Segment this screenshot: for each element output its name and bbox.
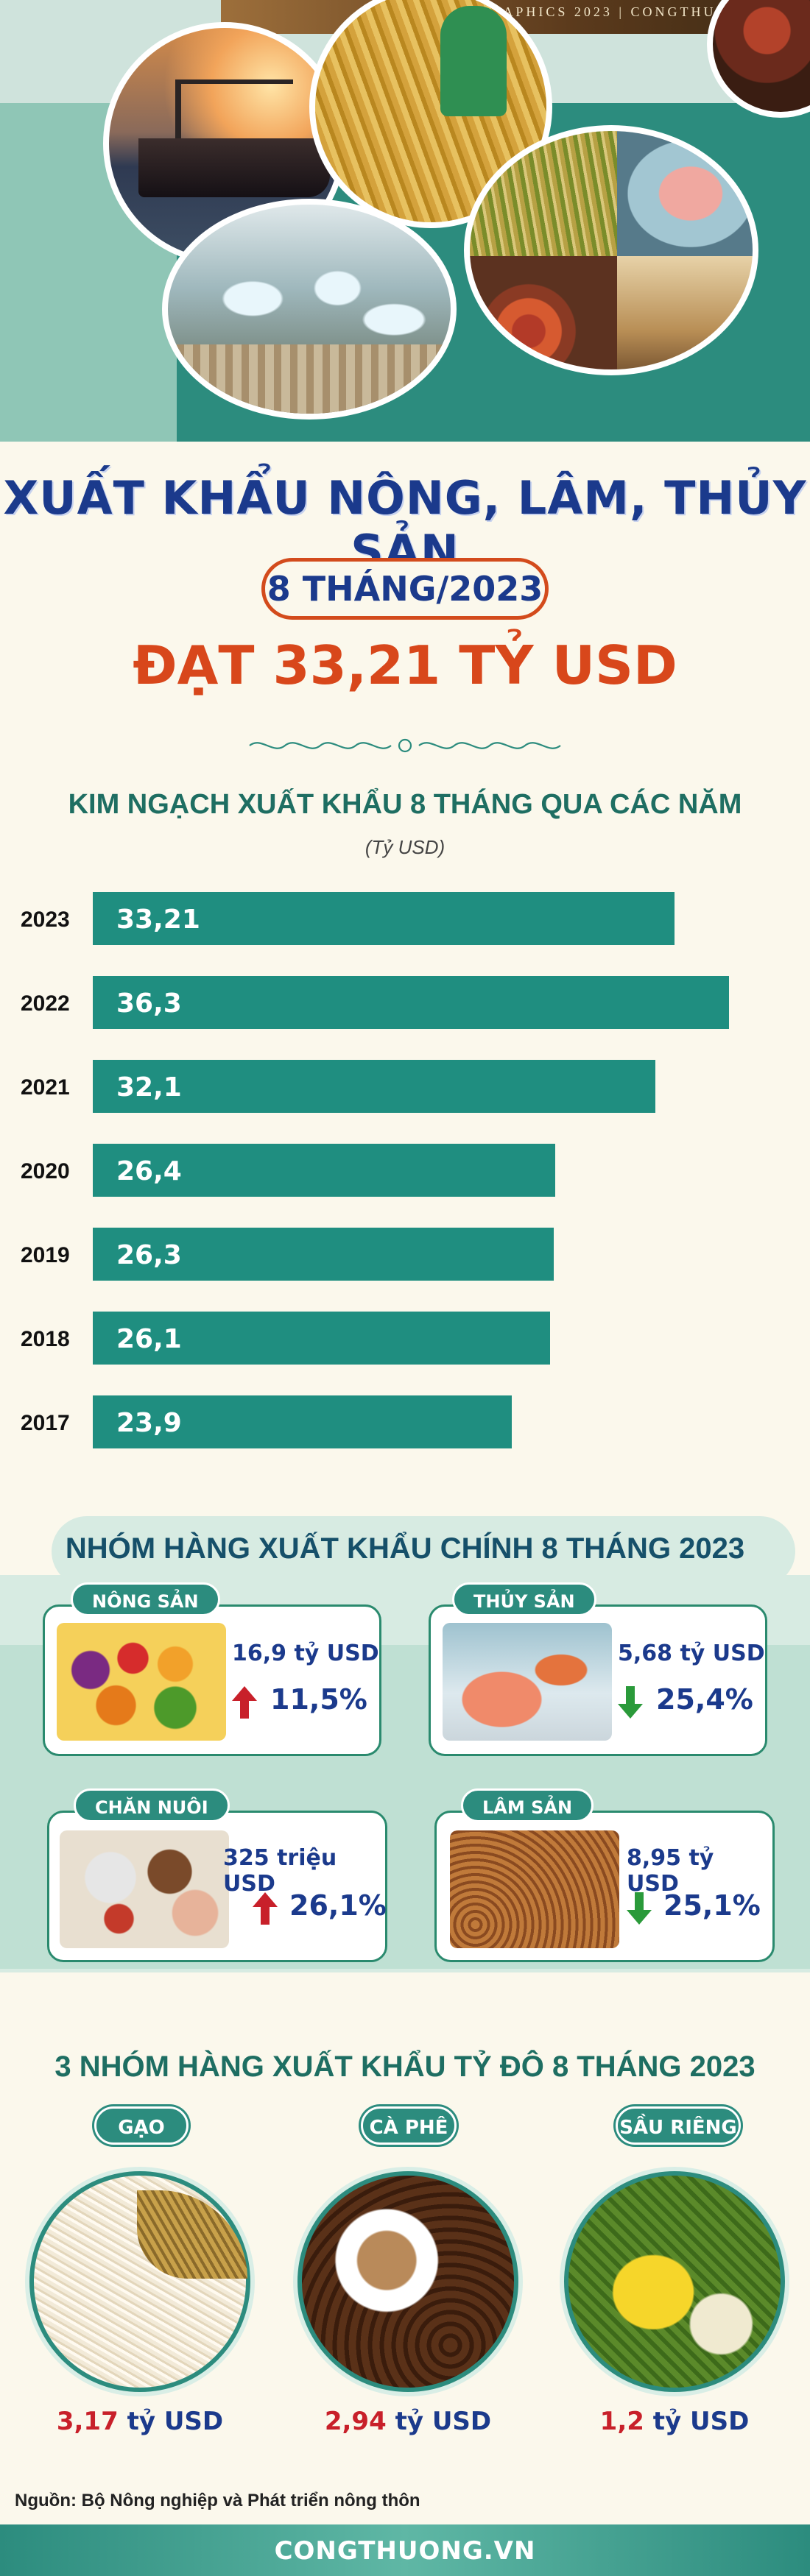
billion-number: 1,2 xyxy=(599,2407,644,2436)
year-label: 2018 xyxy=(21,1327,70,1351)
bar-2023 xyxy=(93,892,675,945)
hero-collage: INFOGRAPHICS 2023 | CONGTHUONG.VN xyxy=(0,0,810,442)
year-label: 2023 xyxy=(21,907,70,932)
farmer-figure xyxy=(440,6,507,116)
group-tag: LÂM SẢN xyxy=(461,1788,594,1822)
bar-2017 xyxy=(93,1395,512,1448)
bar-value-label: 23,9 xyxy=(116,1408,182,1438)
bar-value-label: 26,4 xyxy=(116,1156,182,1186)
lychee-tile xyxy=(470,256,617,369)
billion-unit: tỷ USD xyxy=(386,2407,492,2436)
footer-brand: CONGTHUONG.VN xyxy=(274,2536,536,2566)
year-label: 2019 xyxy=(21,1243,70,1267)
bar-2018 xyxy=(93,1312,550,1365)
group-change: 11,5% xyxy=(270,1683,367,1716)
warehouse-tile xyxy=(617,256,753,369)
group-card-thuy-san: 5,68 tỷ USD 25,4% xyxy=(429,1604,767,1756)
product-mosaic-photo xyxy=(464,125,758,375)
brand-watermark: INFOGRAPHICS 2023 | CONGTHUONG.VN xyxy=(436,4,785,19)
bar-2020 xyxy=(93,1144,555,1197)
livestock-image xyxy=(60,1830,229,1948)
arrow-down-icon xyxy=(627,1892,652,1925)
group-tag: NÔNG SẢN xyxy=(71,1582,220,1616)
group-change: 25,4% xyxy=(656,1683,753,1716)
bar-value-label: 26,1 xyxy=(116,1324,182,1354)
coffee-photo xyxy=(297,2171,518,2392)
arrow-up-icon xyxy=(232,1686,257,1719)
bar-value-label: 32,1 xyxy=(116,1072,182,1103)
group-card-chan-nuoi: 325 triệu USD 26,1% xyxy=(47,1811,387,1962)
source-note: Nguồn: Bộ Nông nghiệp và Phát triển nông… xyxy=(15,2491,420,2510)
group-value: 16,9 tỷ USD xyxy=(232,1641,379,1666)
year-label: 2017 xyxy=(21,1411,70,1435)
group-card-nong-san: 16,9 tỷ USD 11,5% xyxy=(43,1604,381,1756)
group-change: 25,1% xyxy=(663,1889,761,1922)
group-value: 8,95 tỷ USD xyxy=(627,1845,714,1897)
group-value: 5,68 tỷ USD xyxy=(618,1641,765,1666)
year-label: 2020 xyxy=(21,1159,70,1183)
billion-tag-rice: GẠO xyxy=(94,2106,189,2145)
group-change: 26,1% xyxy=(289,1889,387,1922)
year-label: 2022 xyxy=(21,991,70,1016)
footer-bar xyxy=(0,2524,810,2576)
arrow-down-icon xyxy=(618,1686,643,1719)
bar-2021 xyxy=(93,1060,655,1113)
bar-2019 xyxy=(93,1228,554,1281)
durian-photo xyxy=(564,2171,785,2392)
group-tag: CHĂN NUÔI xyxy=(74,1788,230,1822)
ship-hull xyxy=(138,138,330,197)
billion-dollar-title: 3 NHÓM HÀNG XUẤT KHẨU TỶ ĐÔ 8 THÁNG 2023 xyxy=(54,2050,756,2083)
headline-total: ĐẠT 33,21 TỶ USD xyxy=(133,634,677,696)
rice-field-tile xyxy=(470,131,617,256)
year-label: 2021 xyxy=(21,1075,70,1100)
bar-value-label: 33,21 xyxy=(116,905,200,935)
ornament-divider xyxy=(249,738,561,753)
bar-2022 xyxy=(93,976,729,1029)
port-cranes xyxy=(175,79,293,146)
arrow-up-icon xyxy=(253,1892,278,1925)
billion-value-rice: 3,17 tỷ USD xyxy=(29,2407,250,2436)
group-value: 325 triệu USD xyxy=(223,1845,337,1897)
seafood-image xyxy=(443,1623,612,1741)
vegetables-image xyxy=(57,1623,226,1741)
coffee-beans-photo xyxy=(707,0,810,118)
export-bar-chart: 2023 33,21 2022 36,3 2021 32,1 2020 26,4 2019 26,… xyxy=(21,892,729,1448)
chart-unit: (Tỷ USD) xyxy=(364,836,446,858)
seafood-processing-photo xyxy=(162,199,457,420)
timber-image xyxy=(450,1830,619,1948)
period-badge: 8 THÁNG/2023 xyxy=(261,558,549,620)
rice-photo xyxy=(29,2171,250,2392)
billion-unit: tỷ USD xyxy=(118,2407,224,2436)
groups-title-pill xyxy=(52,1516,795,1587)
chart-title: KIM NGẠCH XUẤT KHẨU 8 THÁNG QUA CÁC NĂM xyxy=(68,789,742,820)
billion-value-durian: 1,2 tỷ USD xyxy=(564,2407,785,2436)
groups-title: NHÓM HÀNG XUẤT KHẨU CHÍNH 8 THÁNG 2023 xyxy=(65,1532,745,1565)
group-card-lam-san: 8,95 tỷ USD 25,1% xyxy=(434,1811,775,1962)
bar-value-label: 26,3 xyxy=(116,1240,182,1270)
billion-number: 2,94 xyxy=(324,2407,387,2436)
billion-number: 3,17 xyxy=(56,2407,119,2436)
group-tag: THỦY SẢN xyxy=(452,1582,596,1616)
processing-table xyxy=(168,344,451,414)
fish-fillet-tile xyxy=(617,131,753,256)
billion-tag-durian: SẦU RIÊNG xyxy=(616,2106,741,2145)
billion-value-coffee: 2,94 tỷ USD xyxy=(297,2407,518,2436)
billion-tag-coffee: CÀ PHÊ xyxy=(361,2106,457,2145)
bar-value-label: 36,3 xyxy=(116,988,182,1019)
billion-unit: tỷ USD xyxy=(644,2407,750,2436)
